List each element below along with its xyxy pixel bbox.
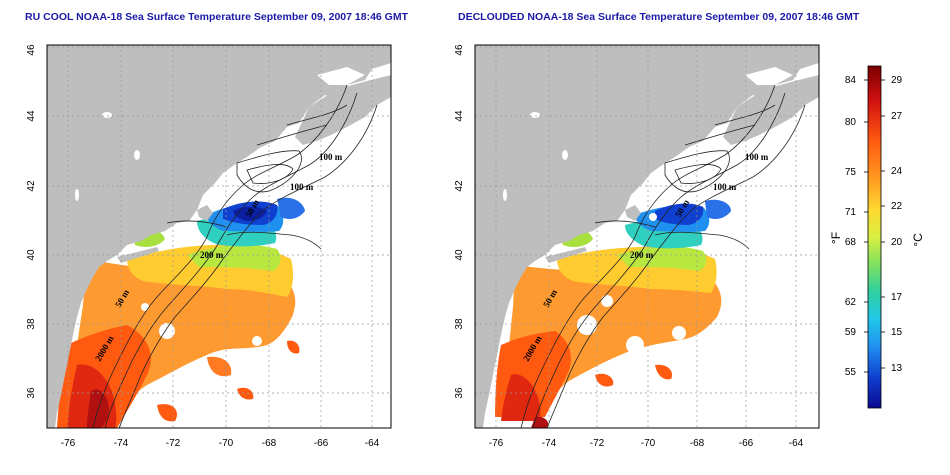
y-tick-label: 40 [26, 249, 37, 261]
y-tick-label: 38 [454, 318, 465, 330]
left-gridlines [47, 45, 391, 428]
colorbar-gradient [867, 65, 882, 409]
left-map-panel: 100 m 100 m 200 m 50 m 50 m 2000 m -76 -… [26, 44, 392, 449]
fahrenheit-tick: 75 [845, 167, 857, 178]
left-map-title: RU COOL NOAA-18 Sea Surface Temperature … [25, 11, 409, 23]
right-sst-field [495, 199, 731, 428]
fahrenheit-tick: 80 [845, 117, 857, 128]
colorbar-ticks [864, 79, 885, 373]
y-tick-label: 42 [26, 180, 37, 192]
x-tick-label: -76 [489, 438, 504, 449]
x-tick-label: -72 [590, 438, 605, 449]
y-tick-label: 44 [454, 110, 465, 122]
celsius-tick: 27 [891, 111, 903, 122]
y-tick-label: 40 [454, 249, 465, 261]
x-tick-label: -70 [219, 438, 234, 449]
x-tick-label: -76 [61, 438, 76, 449]
x-tick-label: -70 [641, 438, 656, 449]
fahrenheit-tick: 62 [845, 297, 857, 308]
left-x-axis: -76 -74 -72 -70 -68 -66 -64 [61, 438, 380, 449]
right-x-axis: -76 -74 -72 -70 -68 -66 -64 [489, 438, 804, 449]
right-map-title: DECLOUDED NOAA-18 Sea Surface Temperatur… [458, 11, 860, 23]
x-tick-label: -74 [114, 438, 129, 449]
temperature-colorbar: 84 80 75 71 68 62 59 55 29 27 24 22 20 1… [829, 65, 925, 409]
fahrenheit-unit-label: °F [829, 232, 843, 244]
y-tick-label: 36 [26, 387, 37, 399]
celsius-tick: 24 [891, 166, 903, 177]
fahrenheit-labels: 84 80 75 71 68 62 59 55 [845, 75, 857, 378]
x-tick-label: -68 [262, 438, 277, 449]
left-map-frame [46, 44, 392, 429]
contour-label: 100 m [745, 152, 769, 162]
right-map-panel: 100 m 100 m 200 m 50 m 50 m 2000 m -76 -… [454, 44, 820, 449]
celsius-tick: 29 [891, 75, 903, 86]
right-y-axis: 36 38 40 42 44 46 [454, 44, 465, 399]
x-tick-label: -66 [739, 438, 754, 449]
fahrenheit-tick: 71 [845, 207, 857, 218]
y-tick-label: 46 [26, 44, 37, 56]
y-tick-label: 42 [454, 180, 465, 192]
celsius-tick: 22 [891, 201, 903, 212]
celsius-tick: 17 [891, 292, 903, 303]
celsius-labels: 29 27 24 22 20 17 15 13 [891, 75, 903, 374]
x-tick-label: -68 [690, 438, 705, 449]
fahrenheit-tick: 55 [845, 367, 857, 378]
contour-label: 100 m [713, 182, 737, 192]
celsius-tick: 20 [891, 237, 903, 248]
celsius-tick: 15 [891, 327, 903, 338]
right-map-frame [474, 44, 820, 429]
celsius-unit-label: °C [911, 233, 925, 247]
right-gridlines [475, 45, 819, 428]
fahrenheit-tick: 59 [845, 327, 857, 338]
x-tick-label: -72 [166, 438, 181, 449]
contour-label: 100 m [319, 152, 343, 162]
fahrenheit-tick: 68 [845, 237, 857, 248]
contour-label: 200 m [200, 250, 224, 260]
contour-label: 200 m [630, 250, 654, 260]
y-tick-label: 38 [26, 318, 37, 330]
celsius-tick: 13 [891, 363, 903, 374]
y-tick-label: 36 [454, 387, 465, 399]
y-tick-label: 44 [26, 110, 37, 122]
x-tick-label: -74 [542, 438, 557, 449]
contour-label: 100 m [290, 182, 314, 192]
y-tick-label: 46 [454, 44, 465, 56]
x-tick-label: -66 [314, 438, 329, 449]
fahrenheit-tick: 84 [845, 75, 857, 86]
x-tick-label: -64 [365, 438, 380, 449]
x-tick-label: -64 [789, 438, 804, 449]
left-y-axis: 36 38 40 42 44 46 [26, 44, 37, 399]
